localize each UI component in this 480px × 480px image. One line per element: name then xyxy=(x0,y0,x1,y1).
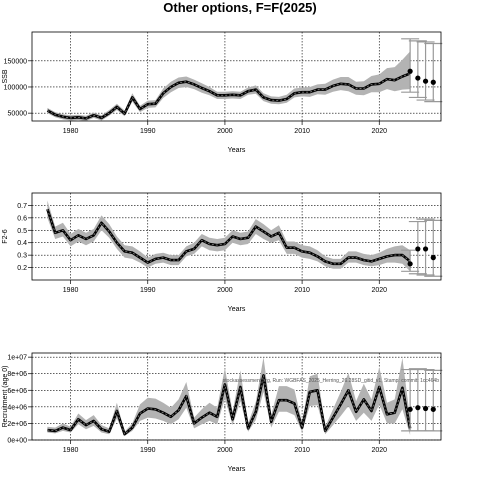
projection-point-2025 xyxy=(415,75,421,81)
x-tick-label-2010: 2010 xyxy=(294,128,310,135)
plot-frame xyxy=(31,31,442,122)
y-tick-label-3: 0.5 xyxy=(17,228,27,235)
y-tick-label-1: 100000 xyxy=(4,84,27,91)
stamp-annotation: stockassessment.org, Run: WGBFAS_2025_He… xyxy=(223,378,439,384)
x-tick-label-2010: 2010 xyxy=(294,447,310,454)
figure-title: Other options, F=F(2025) xyxy=(163,0,317,15)
y-tick-label-5: 0.7 xyxy=(17,203,27,210)
confidence-band xyxy=(47,200,411,272)
projection-point-2027 xyxy=(430,79,436,85)
x-axis-label: Years xyxy=(228,147,246,154)
y-tick-label-0: 0e+00 xyxy=(7,438,27,445)
x-tick-label-2000: 2000 xyxy=(217,128,233,135)
projection-point-2024 xyxy=(407,68,413,74)
y-tick-label-5: 1e+07 xyxy=(7,355,27,362)
panel-2: 1980 1990 2000 2010 2020 0.2 0.3 0.4 0.5 0.6 0.7 Ye… xyxy=(2,192,443,313)
median-line xyxy=(47,374,412,436)
y-tick-label-0: 50000 xyxy=(8,111,28,118)
projection-point-2027 xyxy=(430,406,436,412)
projection-point-2024 xyxy=(407,261,413,267)
median-line xyxy=(46,72,411,120)
plot-frame xyxy=(31,352,442,441)
confidence-band xyxy=(47,51,411,121)
median-line-dash xyxy=(47,72,411,119)
y-tick-label-2: 150000 xyxy=(4,58,27,65)
x-tick-label-1990: 1990 xyxy=(140,128,156,135)
projection-point-2026 xyxy=(422,246,429,252)
projection-point-2025 xyxy=(415,405,421,411)
x-tick-label-2020: 2020 xyxy=(371,447,387,454)
y-axis-label: SSB xyxy=(2,69,9,83)
projection-point-2026 xyxy=(422,405,429,412)
y-tick-label-4: 0.6 xyxy=(17,215,27,222)
y-tick-label-0: 0.2 xyxy=(17,265,27,272)
y-tick-label-3: 6e+06 xyxy=(7,388,27,395)
x-tick-label-1980: 1980 xyxy=(63,128,79,135)
x-tick-label-2000: 2000 xyxy=(217,447,233,454)
x-tick-label-2010: 2010 xyxy=(294,287,310,294)
x-tick-label-1980: 1980 xyxy=(63,287,79,294)
y-axis-label: F2-6 xyxy=(2,229,9,244)
y-tick-label-4: 8e+06 xyxy=(7,371,27,378)
x-tick-label-1990: 1990 xyxy=(140,447,156,454)
x-tick-label-2000: 2000 xyxy=(217,287,233,294)
y-tick-label-2: 4e+06 xyxy=(7,404,27,411)
x-axis-label: Years xyxy=(228,306,246,313)
median-line-dash xyxy=(46,209,411,265)
y-tick-label-1: 2e+06 xyxy=(7,421,27,428)
y-tick-label-1: 0.3 xyxy=(17,253,27,260)
x-tick-label-2020: 2020 xyxy=(371,287,387,294)
projection-point-2027 xyxy=(430,255,436,261)
x-axis-label: Years xyxy=(228,466,246,473)
x-tick-label-2020: 2020 xyxy=(371,128,387,135)
x-tick-label-1990: 1990 xyxy=(140,287,156,294)
y-axis-label: Recruitment (age 0) xyxy=(2,366,9,428)
projection-point-2024 xyxy=(407,406,413,412)
projection-point-2026 xyxy=(422,78,429,84)
panel-3: 1980 1990 2000 2010 2020 0e+00 2e+06 4e+06 6e+06… xyxy=(2,352,443,473)
panel-1: 1980 1990 2000 2010 2020 50000 100000 150000 Yea… xyxy=(2,31,443,154)
projection-point-2025 xyxy=(415,246,421,252)
plot-frame xyxy=(31,192,442,281)
y-tick-label-2: 0.4 xyxy=(17,240,27,247)
x-tick-label-1980: 1980 xyxy=(63,447,79,454)
